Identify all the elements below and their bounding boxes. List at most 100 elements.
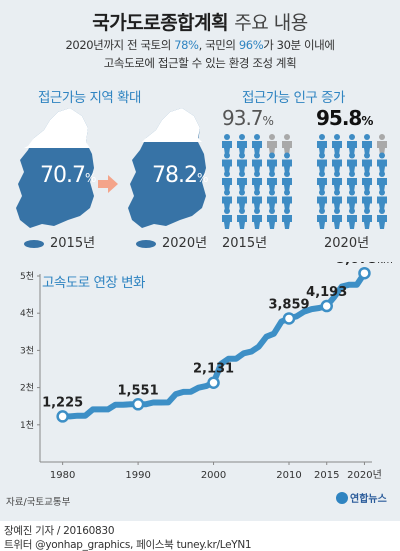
area-2015-percent: 70.7%	[40, 163, 96, 188]
population-2015-person-icon	[237, 208, 247, 229]
yonhap-logo-text: 연합뉴스	[350, 494, 387, 505]
infographic-card: 국가도로종합계획 주요 내용 2020년까지 전 국토의 78%, 국민의 96…	[0, 0, 400, 521]
population-2015-person-icon	[282, 171, 292, 192]
source-label: 자료/국토교통부	[6, 497, 71, 508]
title-light: 주요 내용	[234, 12, 308, 34]
population-2015-person-icon	[222, 134, 232, 155]
data-point-label: 1,225	[42, 395, 83, 410]
data-point-marker	[320, 299, 333, 313]
data-point-marker	[56, 410, 69, 423]
population-2020-person-icon	[362, 171, 372, 192]
data-point-marker	[282, 312, 296, 325]
population-year-2020: 2020년	[324, 236, 370, 251]
y-tick-label: 2천	[20, 383, 34, 394]
population-2020-person-icon	[317, 134, 327, 155]
population-2015-person-icon	[267, 189, 277, 211]
data-point-label: 2,131	[193, 362, 234, 377]
map-2015-top	[24, 108, 90, 148]
population-2020-person-icon	[347, 152, 357, 174]
data-point-label: 4,193	[306, 285, 347, 300]
social-line: 트위터 @yonhap_graphics, 페이스북 tuney.kr/LeYN…	[4, 539, 252, 551]
map-2020-island	[136, 240, 156, 248]
population-2015-person-icon	[252, 171, 262, 192]
population-2020-person-icon	[377, 189, 387, 211]
x-tick-label: 2010	[276, 470, 301, 481]
population-2015-person-icon	[222, 208, 232, 229]
subtitle-line-1: 2020년까지 전 국토의 78%, 국민의 96%가 30분 이내에	[0, 37, 400, 53]
population-2015-person-icon	[222, 189, 232, 211]
x-tick-label: 1980	[50, 470, 75, 481]
population-2020-person-icon	[317, 171, 327, 192]
y-tick-label: 4천	[20, 308, 34, 319]
population-2020-percent: 95.8%	[316, 106, 373, 130]
population-2020-person-icon	[347, 189, 357, 211]
population-2015-person-icon	[252, 189, 262, 211]
map-2020-top	[142, 108, 202, 142]
data-point-label: 5,075km	[336, 262, 393, 267]
subtitle-line-2: 고속도로에 접근할 수 있는 환경 조성 계획	[103, 56, 297, 70]
population-2020-person-icon	[362, 134, 372, 155]
population-2020-person-icon	[362, 152, 372, 174]
population-2015-person-icon	[222, 152, 232, 174]
population-2015-person-icon	[267, 152, 277, 174]
subtitle-text-b: , 국민의	[198, 38, 239, 52]
area-year-2020: 2020년	[162, 236, 208, 251]
population-2020-person-icon	[362, 189, 372, 211]
population-2020-person-icon	[377, 134, 387, 155]
population-2020-person-icon	[332, 208, 342, 229]
population-2020-person-icon	[362, 208, 372, 229]
population-2020-person-icon	[377, 171, 387, 192]
data-point-label: 1,551	[118, 383, 159, 398]
population-2015-person-icon	[237, 189, 247, 211]
population-2015-person-icon	[237, 134, 247, 155]
population-2020-person-icon	[377, 208, 387, 229]
x-tick-label: 2000	[201, 470, 226, 481]
yonhap-logo-icon	[336, 491, 348, 504]
population-2015-person-icon	[282, 189, 292, 211]
population-2015-person-icon	[267, 171, 277, 192]
people-icons-svg	[222, 134, 387, 229]
x-tick-label: 2020년	[347, 469, 382, 481]
population-2015-person-icon	[252, 152, 262, 174]
population-section-label: 접근가능 인구 증가	[242, 90, 345, 106]
population-2020-person-icon	[377, 152, 387, 174]
population-2020-person-icon	[347, 134, 357, 155]
credit-line: 장예진 기자 / 20160830	[4, 525, 115, 537]
population-2020-person-icon	[317, 189, 327, 211]
population-2015-person-icon	[252, 134, 262, 155]
area-2020-percent: 78.2%	[152, 163, 208, 188]
subtitle-text-c: 가 30분 이내에	[263, 38, 335, 52]
data-point-unit: km	[377, 262, 393, 266]
yonhap-logo: 연합뉴스	[336, 490, 387, 505]
data-point-marker	[207, 376, 220, 389]
korea-map-2015	[16, 108, 94, 248]
population-2020-person-icon	[332, 189, 342, 211]
population-2020-person-icon	[317, 208, 327, 229]
population-2015-person-icon	[282, 152, 292, 174]
y-tick-label: 1천	[20, 420, 34, 431]
title-main: 국가도로종합계획	[92, 12, 229, 34]
x-tick-label: 1990	[125, 470, 150, 481]
y-tick-label: 3천	[20, 345, 34, 356]
y-tick-label: 5천	[20, 271, 34, 282]
population-2020-person-icon	[347, 171, 357, 192]
maps-svg	[16, 108, 206, 248]
population-2015-person-icon	[222, 171, 232, 192]
population-year-2015: 2015년	[222, 236, 268, 251]
population-2020-person-icon	[332, 134, 342, 155]
population-2015-person-icon	[237, 152, 247, 174]
population-2015-person-icon	[282, 208, 292, 229]
data-point-marker	[131, 398, 145, 411]
data-point-marker	[358, 266, 371, 280]
population-2015-person-icon	[282, 134, 292, 155]
map-arrow	[98, 175, 118, 193]
data-point-label: 3,859	[268, 297, 309, 312]
subtitle-text-a: 2020년까지 전 국토의	[65, 38, 175, 52]
subtitle-highlight-area: 78%	[174, 38, 199, 52]
population-2020-person-icon	[347, 208, 357, 229]
population-2015-person-icon	[252, 208, 262, 229]
population-2015-person-icon	[237, 171, 247, 192]
page-title: 국가도로종합계획 주요 내용	[0, 8, 400, 35]
population-2020-person-icon	[332, 152, 342, 174]
population-2015-person-icon	[267, 134, 277, 155]
